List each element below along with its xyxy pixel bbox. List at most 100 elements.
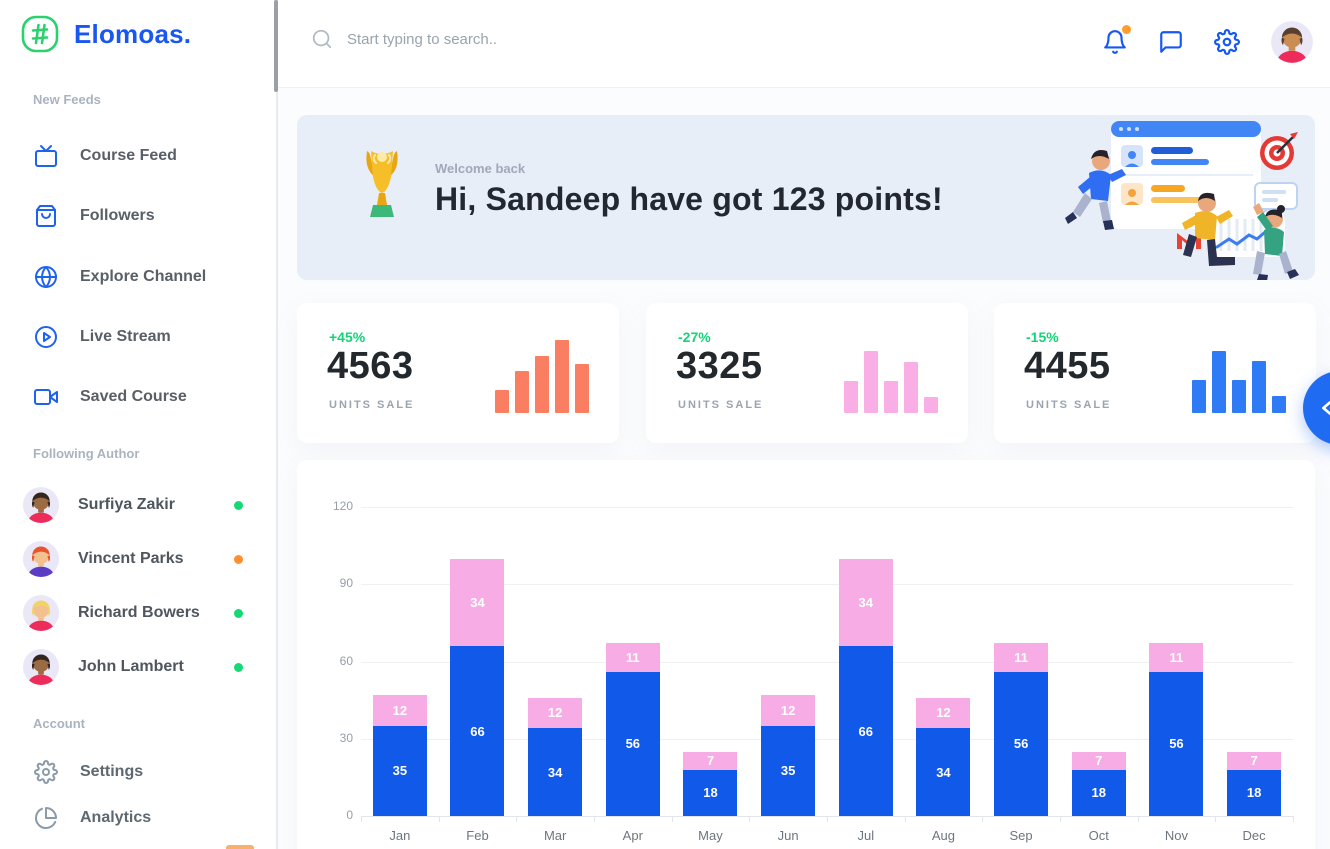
bar-value-label: 66 <box>470 723 485 739</box>
search-bar[interactable] <box>311 28 767 50</box>
x-axis-category-label: Jan <box>389 828 411 843</box>
bar-segment-bottom-series[interactable]: 18 <box>1227 769 1282 816</box>
author-name: Vincent Parks <box>78 550 184 567</box>
sidebar-item-followers[interactable]: Followers <box>34 204 155 228</box>
bar-segment-top-series[interactable]: 7 <box>1227 751 1282 770</box>
mini-bar-chart <box>1192 333 1286 413</box>
mini-bar-chart <box>495 333 589 413</box>
mini-bar <box>884 381 898 413</box>
sidebar-item-course-feed[interactable]: Course Feed <box>34 144 177 168</box>
author-name: Richard Bowers <box>78 604 200 621</box>
bar-segment-bottom-series[interactable]: 56 <box>1149 671 1204 816</box>
chat-icon <box>1160 31 1182 53</box>
bar-segment-top-series[interactable]: 11 <box>1149 643 1204 672</box>
sidebar-item-analytics[interactable]: Analytics <box>34 806 151 830</box>
pie-chart-icon <box>35 807 57 829</box>
x-axis-tick <box>982 816 984 822</box>
bar-segment-top-series[interactable]: 11 <box>994 643 1049 672</box>
clipped-card-top <box>226 845 254 849</box>
author-item-richard-bowers[interactable]: Richard Bowers <box>22 594 255 632</box>
mini-bar <box>515 371 529 413</box>
x-axis-tick <box>671 816 673 822</box>
chart-plot: 0 30 60 90 120 35 12 Jan 66 34 Feb 34 12 Mar 56 11 Apr 18… <box>297 460 1315 849</box>
author-item-surfiya-zakir[interactable]: Surfiya Zakir <box>22 486 255 524</box>
bar-value-label: 11 <box>625 650 640 666</box>
settings-button[interactable] <box>1214 29 1240 55</box>
stat-change: +45% <box>329 329 366 345</box>
mini-bar <box>924 397 938 413</box>
x-axis-category-label: Apr <box>622 828 643 843</box>
author-item-john-lambert[interactable]: John Lambert <box>22 648 255 686</box>
video-icon <box>34 389 58 405</box>
banner-title: Hi, Sandeep have got 123 points! <box>435 181 943 217</box>
author-name: John Lambert <box>78 658 184 675</box>
gridline <box>361 661 1293 663</box>
play-circle-icon <box>35 326 57 348</box>
x-axis-category-label: Jun <box>777 828 799 843</box>
bar-segment-bottom-series[interactable]: 66 <box>838 646 893 816</box>
x-axis-category-label: Jul <box>857 828 875 843</box>
user-avatar[interactable] <box>1270 20 1314 64</box>
bar-segment-top-series[interactable]: 11 <box>605 643 660 672</box>
stat-card-3[interactable]: -15% 4455 UNITS SALE <box>994 303 1316 443</box>
tv-icon <box>35 145 57 167</box>
bar-segment-bottom-series[interactable]: 18 <box>1071 769 1126 816</box>
stat-card-1[interactable]: +45% 4563 UNITS SALE <box>297 303 619 443</box>
bar-segment-top-series[interactable]: 12 <box>916 697 971 729</box>
author-item-vincent-parks[interactable]: Vincent Parks <box>22 540 255 578</box>
x-axis-category-label: May <box>698 828 723 843</box>
sidebar-item-label: Explore Channel <box>80 268 207 285</box>
sidebar-item-live-stream[interactable]: Live Stream <box>34 325 171 349</box>
bar-value-label: 18 <box>1091 785 1106 801</box>
notifications-button[interactable] <box>1102 25 1131 55</box>
bar-segment-top-series[interactable]: 34 <box>450 558 505 647</box>
bar-segment-bottom-series[interactable]: 56 <box>605 671 660 816</box>
status-badge <box>234 554 243 564</box>
stat-card-2[interactable]: -27% 3325 UNITS SALE <box>646 303 968 443</box>
bar-segment-bottom-series[interactable]: 18 <box>683 769 738 816</box>
mini-bar <box>1192 380 1206 413</box>
sidebar-item-saved-course[interactable]: Saved Course <box>34 385 187 409</box>
x-axis-tick <box>438 816 440 822</box>
avatar <box>22 648 60 686</box>
stat-value: 4455 <box>1024 345 1111 387</box>
y-axis-tick-label: 0 <box>346 808 353 822</box>
bar-value-label: 35 <box>780 763 796 779</box>
bar-segment-top-series[interactable]: 12 <box>761 694 816 726</box>
bar-segment-bottom-series[interactable]: 34 <box>528 728 583 816</box>
stat-value: 3325 <box>676 345 763 387</box>
bar-value-label: 18 <box>703 785 718 801</box>
sidebar-scrollbar-track[interactable] <box>276 0 278 849</box>
x-axis-category-label: Feb <box>466 828 489 843</box>
bar-segment-top-series[interactable]: 12 <box>528 697 583 729</box>
welcome-banner: Welcome back Hi, Sandeep have got 123 po… <box>297 115 1315 280</box>
bar-value-label: 12 <box>936 705 951 721</box>
x-axis-tick <box>593 816 595 822</box>
bar-segment-bottom-series[interactable]: 35 <box>761 725 816 816</box>
sidebar-scrollbar-thumb[interactable] <box>274 0 278 92</box>
status-badge <box>234 662 243 672</box>
sidebar-item-settings[interactable]: Settings <box>34 760 143 784</box>
mini-bar <box>1232 380 1246 413</box>
bar-segment-bottom-series[interactable]: 34 <box>916 728 971 816</box>
bar-segment-top-series[interactable]: 7 <box>683 751 738 770</box>
messages-button[interactable] <box>1158 29 1184 55</box>
sidebar-item-explore-channel[interactable]: Explore Channel <box>34 265 206 289</box>
banner-illustration <box>1065 121 1299 280</box>
brand-logo[interactable]: Elomoas. <box>20 14 191 54</box>
bar-segment-bottom-series[interactable]: 56 <box>994 671 1049 816</box>
mini-bar <box>1212 351 1226 413</box>
trophy-icon <box>366 151 398 217</box>
bar-segment-top-series[interactable]: 12 <box>372 694 427 726</box>
bar-segment-bottom-series[interactable]: 35 <box>372 725 427 816</box>
section-label-following-author: Following Author <box>33 446 140 461</box>
bar-segment-top-series[interactable]: 7 <box>1071 751 1126 770</box>
globe-icon <box>35 266 57 288</box>
bar-segment-bottom-series[interactable]: 66 <box>450 646 505 816</box>
search-input[interactable] <box>347 30 767 48</box>
stat-label: UNITS SALE <box>678 399 764 411</box>
notification-badge <box>1122 25 1131 34</box>
bar-segment-top-series[interactable]: 34 <box>838 558 893 647</box>
mini-bar <box>575 364 589 413</box>
status-badge <box>234 500 243 510</box>
